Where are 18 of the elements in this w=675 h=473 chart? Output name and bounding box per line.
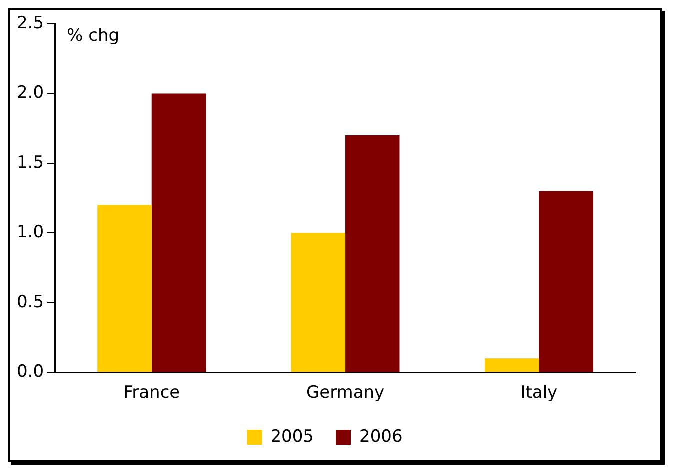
y-tick-label: 0.5 [16,292,44,312]
legend-label: 2005 [270,426,314,447]
y-tick-label: 1.0 [16,222,44,243]
bar [539,191,594,372]
y-tick-label: 2.5 [16,13,44,34]
bar [98,205,152,372]
y-axis-title: % chg [67,26,120,46]
bar [152,94,206,372]
y-tick-label: 2.0 [16,83,44,104]
x-tick-label: France [124,383,180,404]
x-tick-label: Germany [306,383,385,404]
legend-label: 2006 [360,426,403,447]
bar [484,358,540,372]
y-tick-label: 0.0 [16,362,44,382]
bar [291,233,346,372]
bar [346,136,400,372]
y-tick-label: 1.5 [16,152,44,173]
x-tick-label: Italy [520,383,558,404]
